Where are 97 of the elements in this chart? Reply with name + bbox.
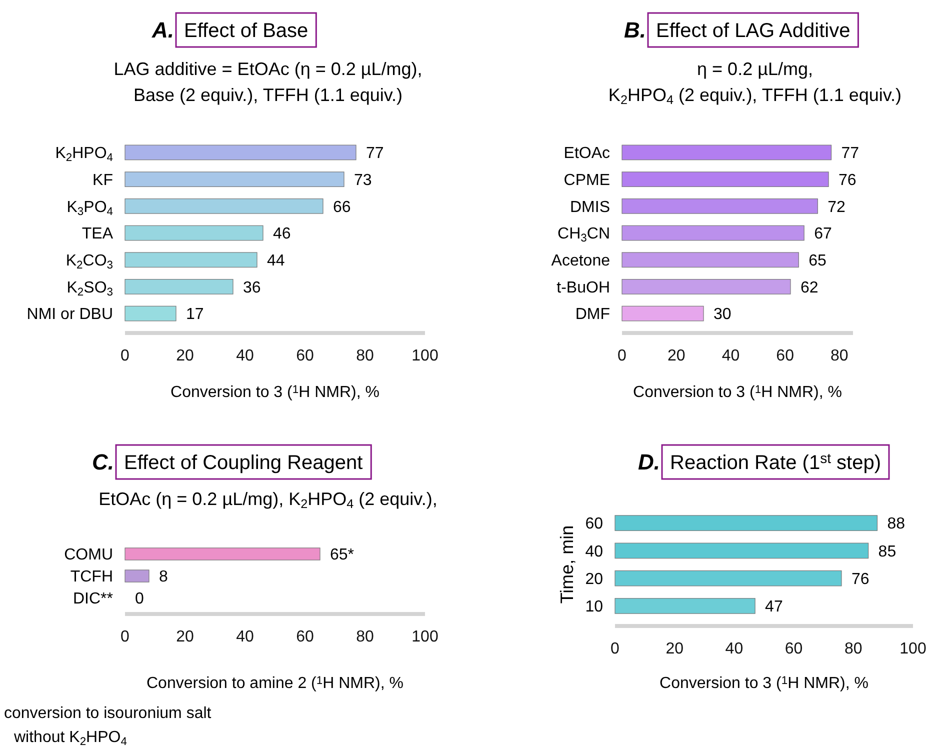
x-tick-label: 80 xyxy=(356,628,374,646)
bar xyxy=(614,598,756,614)
x-tick-label: 100 xyxy=(412,628,438,646)
data-label: 66 xyxy=(333,198,351,216)
chart-subtitle: EtOAc (η = 0.2 µL/mg), K$_{2}$HPO$_{4}$ (2 equiv.), xyxy=(98,489,438,512)
bar xyxy=(124,198,324,214)
x-tick-label: 100 xyxy=(900,640,926,658)
text: without K$_{2}$HPO$_{4}$ xyxy=(13,729,127,746)
data-label: 76 xyxy=(838,172,856,189)
x-tick-label: 80 xyxy=(844,640,862,658)
text: η = 0.2 µL/mg, K$_{2}$HPO$_{4}$ (2 equiv.), TFFH (1.1 equiv.) xyxy=(608,59,902,108)
bar xyxy=(622,306,704,322)
chart-title: B. Effect of LAG Additive xyxy=(624,18,850,43)
bar xyxy=(622,172,829,187)
x-tick-label: 60 xyxy=(296,347,314,364)
data-label: 46 xyxy=(273,226,291,243)
data-label: 65 xyxy=(808,252,827,270)
chart-title: C. Effect of Coupling Reagent xyxy=(92,450,364,475)
bar xyxy=(622,279,791,294)
x-tick-label: 0 xyxy=(120,347,130,364)
x-tick-label: 20 xyxy=(176,347,194,364)
bar xyxy=(124,306,176,322)
x-tick-label: 40 xyxy=(236,628,254,646)
chart-title: D. Reaction Rate (1$^{st}$ step) xyxy=(638,450,881,475)
y-tick-label: K$_{2}$HPO$_{4}$ xyxy=(55,145,113,164)
bar xyxy=(124,279,234,294)
x-tick-label: 20 xyxy=(176,628,194,646)
data-label: 72 xyxy=(828,198,846,216)
x-axis-title: Conversion to 3 ($^{1}$H NMR), % xyxy=(633,384,842,401)
x-tick-label: 60 xyxy=(776,347,794,364)
data-label: 36 xyxy=(243,279,261,296)
x-tick-label: 40 xyxy=(722,347,740,364)
chart-subtitle: LAG additive = EtOAc (η = 0.2 µL/mg), Base (2 equiv.), TFFH (1.1 equiv.) xyxy=(114,59,422,105)
data-label: 8 xyxy=(159,568,168,586)
bar xyxy=(622,225,804,241)
data-label: 44 xyxy=(267,252,285,270)
y-tick-label: K$_{2}$CO$_{3}$ xyxy=(66,252,113,272)
data-label: 73 xyxy=(354,172,372,189)
x-tick-label: 80 xyxy=(830,347,848,364)
y-tick-label: NMI or DBU xyxy=(26,306,113,324)
y-tick-label: EtOAc xyxy=(564,145,610,162)
x-axis-title: Conversion to amine 2 ($^{1}$H NMR), % xyxy=(146,674,404,692)
data-label: 85 xyxy=(878,543,896,560)
x-tick-label: 20 xyxy=(667,347,686,364)
bar xyxy=(124,172,344,187)
data-label: 17 xyxy=(186,306,204,324)
x-axis-title: Conversion to 3 ($^{1}$H NMR), % xyxy=(660,674,868,692)
x-tick-label: 60 xyxy=(784,640,803,658)
data-label: 77 xyxy=(366,145,384,162)
data-label: 47 xyxy=(765,598,783,616)
chart-title: A. Effect of Base xyxy=(151,18,308,43)
x-tick-label: 0 xyxy=(610,640,620,658)
x-tick-label: 20 xyxy=(666,640,684,658)
data-label: 30 xyxy=(714,306,732,324)
x-tick-label: 100 xyxy=(412,347,438,364)
bar xyxy=(622,198,818,214)
bar xyxy=(614,542,869,559)
y-tick-label: DMIS xyxy=(570,198,610,216)
x-tick-label: 0 xyxy=(120,628,130,646)
y-tick-label: COMU xyxy=(64,546,113,564)
x-tick-label: 40 xyxy=(236,347,254,364)
y-axis-title: Time, min xyxy=(557,525,577,604)
bar xyxy=(622,252,799,268)
data-label: 77 xyxy=(841,145,860,162)
x-tick-label: 60 xyxy=(296,628,314,646)
y-tick-label: 20 xyxy=(585,570,604,588)
y-tick-label: K$_{3}$PO$_{4}$ xyxy=(66,198,113,218)
x-tick-label: 40 xyxy=(725,640,744,658)
y-tick-label: DIC** xyxy=(72,590,113,608)
x-tick-label: 80 xyxy=(356,347,374,364)
bar xyxy=(124,252,258,268)
y-tick-label: 40 xyxy=(585,543,604,560)
y-tick-label: 60 xyxy=(585,516,604,533)
data-label: 88 xyxy=(887,516,906,533)
bar xyxy=(622,144,832,160)
data-label: 65* xyxy=(330,546,354,564)
y-tick-label: 10 xyxy=(585,598,604,616)
bar xyxy=(124,144,356,160)
y-tick-label: TEA xyxy=(82,226,114,243)
y-tick-label: t-BuOH xyxy=(556,279,610,296)
bar xyxy=(614,570,842,586)
y-tick-label: Acetone xyxy=(551,252,610,270)
y-tick-label: DMF xyxy=(575,306,610,324)
bar xyxy=(124,225,264,241)
x-tick-label: 0 xyxy=(618,347,627,364)
x-axis-title: Conversion to 3 ($^{1}$H NMR), % xyxy=(170,384,380,401)
data-label: 67 xyxy=(814,226,832,243)
y-tick-label: KF xyxy=(92,172,114,189)
data-label: 76 xyxy=(851,570,870,588)
y-tick-label: TCFH xyxy=(70,568,113,586)
data-label: 0 xyxy=(135,590,144,608)
y-tick-label: K$_{2}$SO$_{3}$ xyxy=(66,279,113,298)
bar xyxy=(614,515,878,531)
y-tick-label: CH$_{3}$CN xyxy=(558,226,610,244)
data-label: 62 xyxy=(800,279,818,296)
y-tick-label: CPME xyxy=(564,172,610,189)
text: conversion to isouronium salt xyxy=(4,705,212,722)
